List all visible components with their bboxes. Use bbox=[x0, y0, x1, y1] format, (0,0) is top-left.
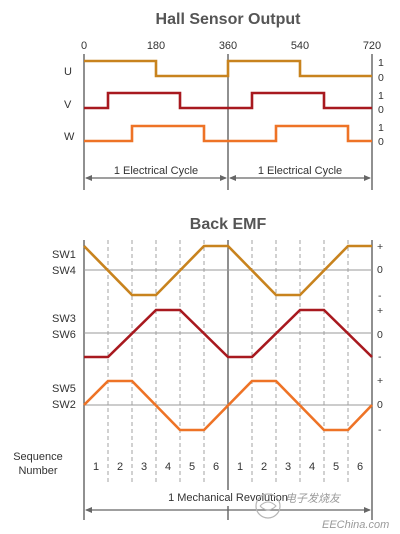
emf2-minus: - bbox=[378, 351, 382, 363]
emf-title: Back EMF bbox=[190, 216, 267, 233]
sequence-number: 2 bbox=[261, 461, 267, 473]
electrical-cycle-label-1: 1 Electrical Cycle bbox=[114, 165, 198, 177]
watermark-site: EEChina.com bbox=[322, 519, 389, 531]
sequence-numbers: 1 2 3 4 5 6 1 2 3 4 5 6 bbox=[93, 461, 363, 473]
sequence-number: 1 bbox=[93, 461, 99, 473]
sequence-number: 3 bbox=[141, 461, 147, 473]
v-level-high: 1 bbox=[378, 90, 384, 102]
u-level-low: 0 bbox=[378, 72, 384, 84]
v-level-low: 0 bbox=[378, 104, 384, 116]
sequence-number: 5 bbox=[333, 461, 339, 473]
u-level-high: 1 bbox=[378, 57, 384, 69]
switch-label-sw5: SW5 bbox=[52, 383, 76, 395]
emf3-minus: - bbox=[378, 424, 382, 436]
signal-label-v: V bbox=[64, 99, 72, 111]
sequence-number: 1 bbox=[237, 461, 243, 473]
signal-label-w: W bbox=[64, 131, 75, 143]
hall-signal-w bbox=[84, 124, 372, 143]
sequence-number: 6 bbox=[213, 461, 219, 473]
sequence-number: 4 bbox=[309, 461, 315, 473]
sequence-label-line2: Number bbox=[18, 465, 57, 477]
hall-title: Hall Sensor Output bbox=[156, 11, 302, 28]
w-level-high: 1 bbox=[378, 122, 384, 134]
mechanical-revolution-arrow bbox=[85, 490, 371, 513]
emf-wave-sw1-sw4 bbox=[83, 244, 372, 297]
signal-label-u: U bbox=[64, 66, 72, 78]
hall-angle-ticks: 0 180 360 540 720 bbox=[81, 40, 381, 52]
hall-signal-u bbox=[84, 59, 372, 78]
sequence-number: 3 bbox=[285, 461, 291, 473]
hall-signal-group bbox=[84, 59, 372, 143]
emf3-zero: 0 bbox=[377, 399, 383, 411]
electrical-cycle-label-2: 1 Electrical Cycle bbox=[258, 165, 342, 177]
angle-tick-540: 540 bbox=[291, 40, 309, 52]
emf1-zero: 0 bbox=[377, 264, 383, 276]
emf-wave-group bbox=[83, 244, 373, 432]
sequence-number: 4 bbox=[165, 461, 171, 473]
watermark-text: 电子发烧友 bbox=[285, 492, 342, 505]
angle-tick-720: 720 bbox=[363, 40, 381, 52]
w-level-low: 0 bbox=[378, 136, 384, 148]
emf2-plus: + bbox=[377, 305, 383, 317]
emf2-zero: 0 bbox=[377, 329, 383, 341]
emf1-minus: - bbox=[378, 290, 382, 302]
emf3-plus: + bbox=[377, 375, 383, 387]
switch-label-sw1: SW1 bbox=[52, 249, 76, 261]
emf1-plus: + bbox=[377, 241, 383, 253]
watermark-logo bbox=[255, 493, 281, 519]
hall-signal-v bbox=[84, 91, 372, 110]
angle-tick-0: 0 bbox=[81, 40, 87, 52]
emf-wave-sw5-sw2 bbox=[83, 379, 373, 432]
sequence-number: 5 bbox=[189, 461, 195, 473]
sequence-number: 6 bbox=[357, 461, 363, 473]
sequence-number: 2 bbox=[117, 461, 123, 473]
angle-tick-180: 180 bbox=[147, 40, 165, 52]
electrical-cycle-arrows bbox=[85, 163, 371, 181]
switch-label-sw6: SW6 bbox=[52, 329, 76, 341]
mechanical-revolution-label: 1 Mechanical Revolution bbox=[168, 492, 288, 504]
angle-tick-360: 360 bbox=[219, 40, 237, 52]
switch-label-sw2: SW2 bbox=[52, 399, 76, 411]
switch-label-sw4: SW4 bbox=[52, 265, 76, 277]
sequence-label-line1: Sequence bbox=[13, 451, 63, 463]
switch-label-sw3: SW3 bbox=[52, 313, 76, 325]
emf-wave-sw3-sw6 bbox=[84, 308, 373, 359]
